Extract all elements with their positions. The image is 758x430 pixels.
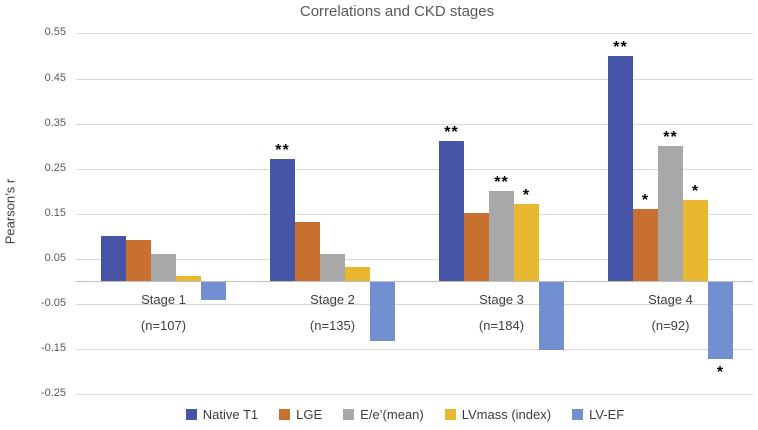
significance-marker: *	[641, 192, 650, 209]
gridline	[76, 79, 753, 80]
bar-lvmass-index-stage-2	[345, 267, 370, 281]
category-label: Stage 2	[310, 292, 355, 307]
gridline	[76, 259, 753, 260]
gridline	[76, 33, 753, 34]
significance-marker: **	[663, 129, 678, 146]
category-sublabel: (n=135)	[309, 318, 356, 333]
legend-item-label: Native T1	[202, 406, 259, 422]
bar-lge-stage-2	[295, 222, 320, 281]
y-tick-label: 0.45	[44, 72, 66, 84]
legend-item-native-t1: Native T1	[185, 406, 259, 422]
bar-e-e-mean-stage-2	[320, 254, 345, 281]
category-sublabel: (n=107)	[140, 318, 187, 333]
bar-e-e-mean-stage-4	[658, 146, 683, 281]
legend-swatch-icon	[279, 408, 291, 420]
category-sublabel: (n=92)	[651, 318, 690, 333]
bar-native-t1-stage-4	[608, 56, 633, 281]
legend-item-lvmass-index: LVmass (index)	[444, 406, 552, 422]
bar-lvmass-index-stage-1	[176, 276, 201, 281]
bar-lv-ef-stage-1	[201, 282, 226, 300]
significance-marker: *	[691, 183, 700, 200]
gridline	[76, 349, 753, 350]
bar-e-e-mean-stage-1	[151, 254, 176, 281]
bar-lv-ef-stage-4	[708, 282, 733, 359]
gridline	[76, 304, 753, 305]
significance-marker: **	[613, 39, 628, 56]
bar-native-t1-stage-3	[439, 141, 464, 281]
bar-lv-ef-stage-3	[539, 282, 564, 350]
y-tick-label: 0.15	[44, 207, 66, 219]
legend-swatch-icon	[572, 408, 584, 420]
y-tick-label: 0.25	[44, 162, 66, 174]
bar-lge-stage-3	[464, 213, 489, 281]
legend-swatch-icon	[444, 408, 456, 420]
significance-marker: *	[522, 187, 531, 204]
legend-item-label: LV-EF	[589, 406, 625, 422]
significance-marker: **	[494, 174, 509, 191]
bar-lge-stage-1	[126, 240, 151, 281]
legend-item-lv-ef: LV-EF	[572, 407, 624, 422]
legend-item-label: LVmass (index)	[461, 406, 552, 422]
category-label-stage-2: Stage 2 (n=135)	[248, 287, 417, 339]
y-tick-label: 0.05	[44, 252, 66, 264]
category-label: Stage 3	[479, 292, 524, 307]
category-label-stage-4: Stage 4 (n=92)	[586, 287, 755, 339]
bar-native-t1-stage-1	[101, 236, 126, 281]
category-label-stage-1: Stage 1 (n=107)	[79, 287, 248, 339]
gridline	[76, 394, 753, 395]
legend-item-e-e-mean: E/e’(mean)	[343, 407, 424, 422]
gridline	[76, 124, 753, 125]
category-label-stage-3: Stage 3 (n=184)	[417, 287, 586, 339]
bar-lv-ef-stage-2	[370, 282, 395, 341]
bar-e-e-mean-stage-3	[489, 191, 514, 281]
bar-native-t1-stage-2	[270, 159, 295, 281]
legend-swatch-icon	[343, 408, 355, 420]
y-tick-label: -0.05	[40, 297, 66, 309]
bar-lvmass-index-stage-4	[683, 200, 708, 281]
category-label: Stage 4	[648, 292, 693, 307]
gridline	[76, 169, 753, 170]
legend: Native T1 LGE E/e’(mean) LVmass (index) LV-E…	[52, 403, 758, 425]
category-sublabel: (n=184)	[478, 318, 525, 333]
significance-marker: **	[275, 142, 290, 159]
legend-item-lge: LGE	[279, 407, 322, 422]
chart-title: Correlations and CKD stages	[299, 3, 495, 20]
bar-lvmass-index-stage-3	[514, 204, 539, 281]
legend-swatch-icon	[185, 408, 197, 420]
y-tick-label: -0.25	[40, 387, 66, 399]
y-tick-label: 0.35	[44, 117, 66, 129]
gridline	[76, 214, 753, 215]
significance-marker: *	[716, 364, 725, 381]
x-axis-line	[76, 281, 753, 282]
y-tick-label: 0.55	[44, 26, 66, 38]
significance-marker: **	[444, 124, 459, 141]
y-tick-label: -0.15	[40, 342, 66, 354]
category-label: Stage 1	[141, 292, 186, 307]
legend-item-label: LGE	[296, 406, 323, 422]
bar-lge-stage-4	[633, 209, 658, 281]
legend-item-label: E/e’(mean)	[360, 406, 424, 422]
